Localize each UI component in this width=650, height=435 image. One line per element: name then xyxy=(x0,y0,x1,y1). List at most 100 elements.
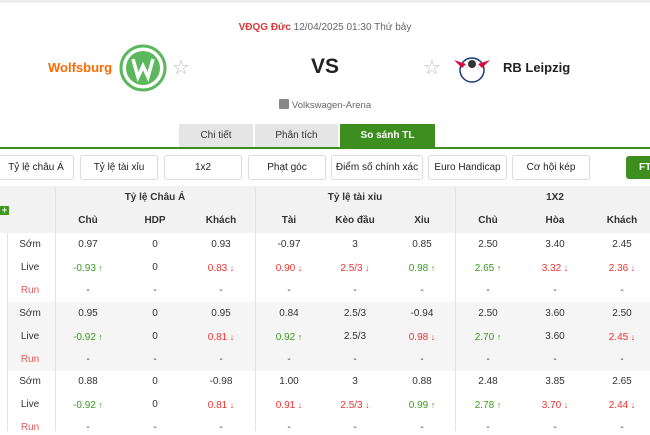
corners-button[interactable]: Phạt góc xyxy=(248,155,326,180)
odds-cell: -0.93 ↑ xyxy=(55,261,121,276)
odds-cell: 2.5/3 ↓ xyxy=(322,261,388,276)
odds-value: 0.97 xyxy=(78,239,98,250)
tab-chi-tiet[interactable]: Chi tiết xyxy=(179,124,253,147)
row-label: Sớm xyxy=(19,239,41,250)
odds-cell: -0.97 xyxy=(256,238,322,252)
odds-value: 0.81 xyxy=(207,331,228,343)
arrow-down-icon: ↓ xyxy=(628,262,636,273)
odds-value: - xyxy=(486,422,490,434)
stadium-icon xyxy=(278,99,289,109)
odds-cell: 0.92 ↑ xyxy=(256,330,322,345)
arrow-up-icon: ↑ xyxy=(295,331,303,342)
odds-cell: -0.92 ↑ xyxy=(55,330,121,345)
odds-cell: - xyxy=(455,421,521,435)
match-info: VĐQG Đức 12/04/2025 01:30 Thứ bảy xyxy=(0,22,650,33)
odds-value: 0.98 xyxy=(408,262,429,274)
odds-cell: 3 xyxy=(322,238,388,252)
odds-value: - xyxy=(219,422,223,434)
odds-cell: - xyxy=(322,353,388,367)
odds-cell: 2.45 xyxy=(589,238,650,252)
double-chance-button[interactable]: Cơ hội kép xyxy=(512,155,590,180)
tab-bar: Chi tiết Phân tích So sánh TL xyxy=(179,124,435,147)
odds-value: - xyxy=(553,422,557,434)
column-header: Chủ xyxy=(478,215,498,226)
odds-value: 0.95 xyxy=(78,307,98,319)
odds-value: 0.98 xyxy=(408,331,429,343)
odds-value: - xyxy=(486,284,490,296)
odds-cell: 2.70 ↑ xyxy=(455,330,521,345)
row-label: Run xyxy=(20,353,40,365)
home-team-name[interactable]: Wolfsburg xyxy=(48,60,113,75)
odds-cell: - xyxy=(55,284,121,298)
odds-value: - xyxy=(420,284,424,296)
group-header: 1X2 xyxy=(546,192,564,203)
odds-value: - xyxy=(420,353,424,365)
odds-value: - xyxy=(86,353,90,365)
arrow-down-icon: ↓ xyxy=(295,400,303,411)
odds-value: 3.70 xyxy=(541,400,562,412)
odds-cell: 0 xyxy=(122,398,188,412)
odds-value: - xyxy=(486,353,490,365)
ft-button[interactable]: FT xyxy=(626,156,650,179)
odds-value: 0 xyxy=(152,239,158,250)
match-datetime: 12/04/2025 01:30 Thứ bảy xyxy=(293,22,412,33)
odds-cell: 0 xyxy=(122,238,188,252)
odds-cell: 0.98 ↑ xyxy=(389,261,455,276)
odds-value: - xyxy=(420,422,424,434)
odds-cell: 2.44 ↓ xyxy=(589,398,650,413)
asian-handicap-button[interactable]: Tỷ lệ châu Á xyxy=(0,155,74,180)
odds-cell: - xyxy=(188,284,254,298)
odds-cell: -0.92 ↑ xyxy=(55,398,121,413)
arrow-down-icon: ↓ xyxy=(362,400,370,411)
odds-cell: 0.88 xyxy=(55,375,121,389)
odds-value: - xyxy=(553,353,557,365)
euro-handicap-button[interactable]: Euro Handicap xyxy=(428,155,507,180)
odds-value: 2.5/3 xyxy=(340,262,363,274)
odds-cell: - xyxy=(455,353,521,367)
odds-cell: - xyxy=(522,353,588,367)
odds-cell: 2.65 ↑ xyxy=(455,261,521,276)
odds-value: - xyxy=(353,284,357,296)
odds-cell: 0.85 xyxy=(389,238,455,252)
arrow-up-icon: ↑ xyxy=(494,262,502,273)
arrow-down-icon: ↓ xyxy=(362,262,370,273)
odds-cell: 2.50 xyxy=(455,307,521,321)
odds-value: -0.94 xyxy=(410,307,434,319)
odds-value: -0.92 xyxy=(73,400,96,412)
odds-value: 0 xyxy=(152,376,158,388)
odds-value: 0.88 xyxy=(412,376,432,388)
odds-cell: - xyxy=(322,284,388,298)
away-team-name[interactable]: RB Leipzig xyxy=(503,60,571,75)
odds-value: - xyxy=(287,353,291,365)
odds-cell: 3.70 ↓ xyxy=(522,398,588,413)
favorite-away-star-icon[interactable]: ☆ xyxy=(423,57,441,79)
odds-value: - xyxy=(353,422,357,434)
tab-phan-tich[interactable]: Phân tích xyxy=(255,124,338,147)
odds-value: 2.48 xyxy=(478,376,498,388)
odds-value: - xyxy=(287,284,291,296)
odds-cell: 0.81 ↓ xyxy=(188,398,254,413)
column-header: Tài xyxy=(281,215,297,226)
odds-cell: 2.5/3 xyxy=(322,330,388,344)
odds-value: 0 xyxy=(152,330,158,342)
odds-cell: - xyxy=(122,421,188,435)
expand-plus-icon[interactable]: + xyxy=(0,205,9,215)
arrow-down-icon: ↓ xyxy=(227,262,235,273)
favorite-home-star-icon[interactable]: ☆ xyxy=(172,57,190,79)
odds-cell: 0.91 ↓ xyxy=(256,398,322,413)
odds-cell: - xyxy=(389,353,455,367)
arrow-down-icon: ↓ xyxy=(561,400,569,411)
1x2-button[interactable]: 1x2 xyxy=(164,155,242,180)
league-name[interactable]: VĐQG Đức xyxy=(238,22,291,33)
tab-so-sanh-tl[interactable]: So sánh TL xyxy=(340,124,435,147)
column-header: Hòa xyxy=(545,215,565,226)
odds-cell: 0.95 xyxy=(188,307,254,321)
odds-value: 1.00 xyxy=(279,376,299,388)
correct-score-button[interactable]: Điểm số chính xác xyxy=(331,155,423,180)
over-under-button[interactable]: Tỷ lệ tài xỉu xyxy=(80,155,158,180)
row-label: Sớm xyxy=(19,376,41,388)
odds-cell: - xyxy=(522,284,588,298)
odds-value: - xyxy=(620,353,624,365)
row-label: Run xyxy=(20,422,40,434)
group-header: Tỷ lệ Châu Á xyxy=(124,192,186,203)
